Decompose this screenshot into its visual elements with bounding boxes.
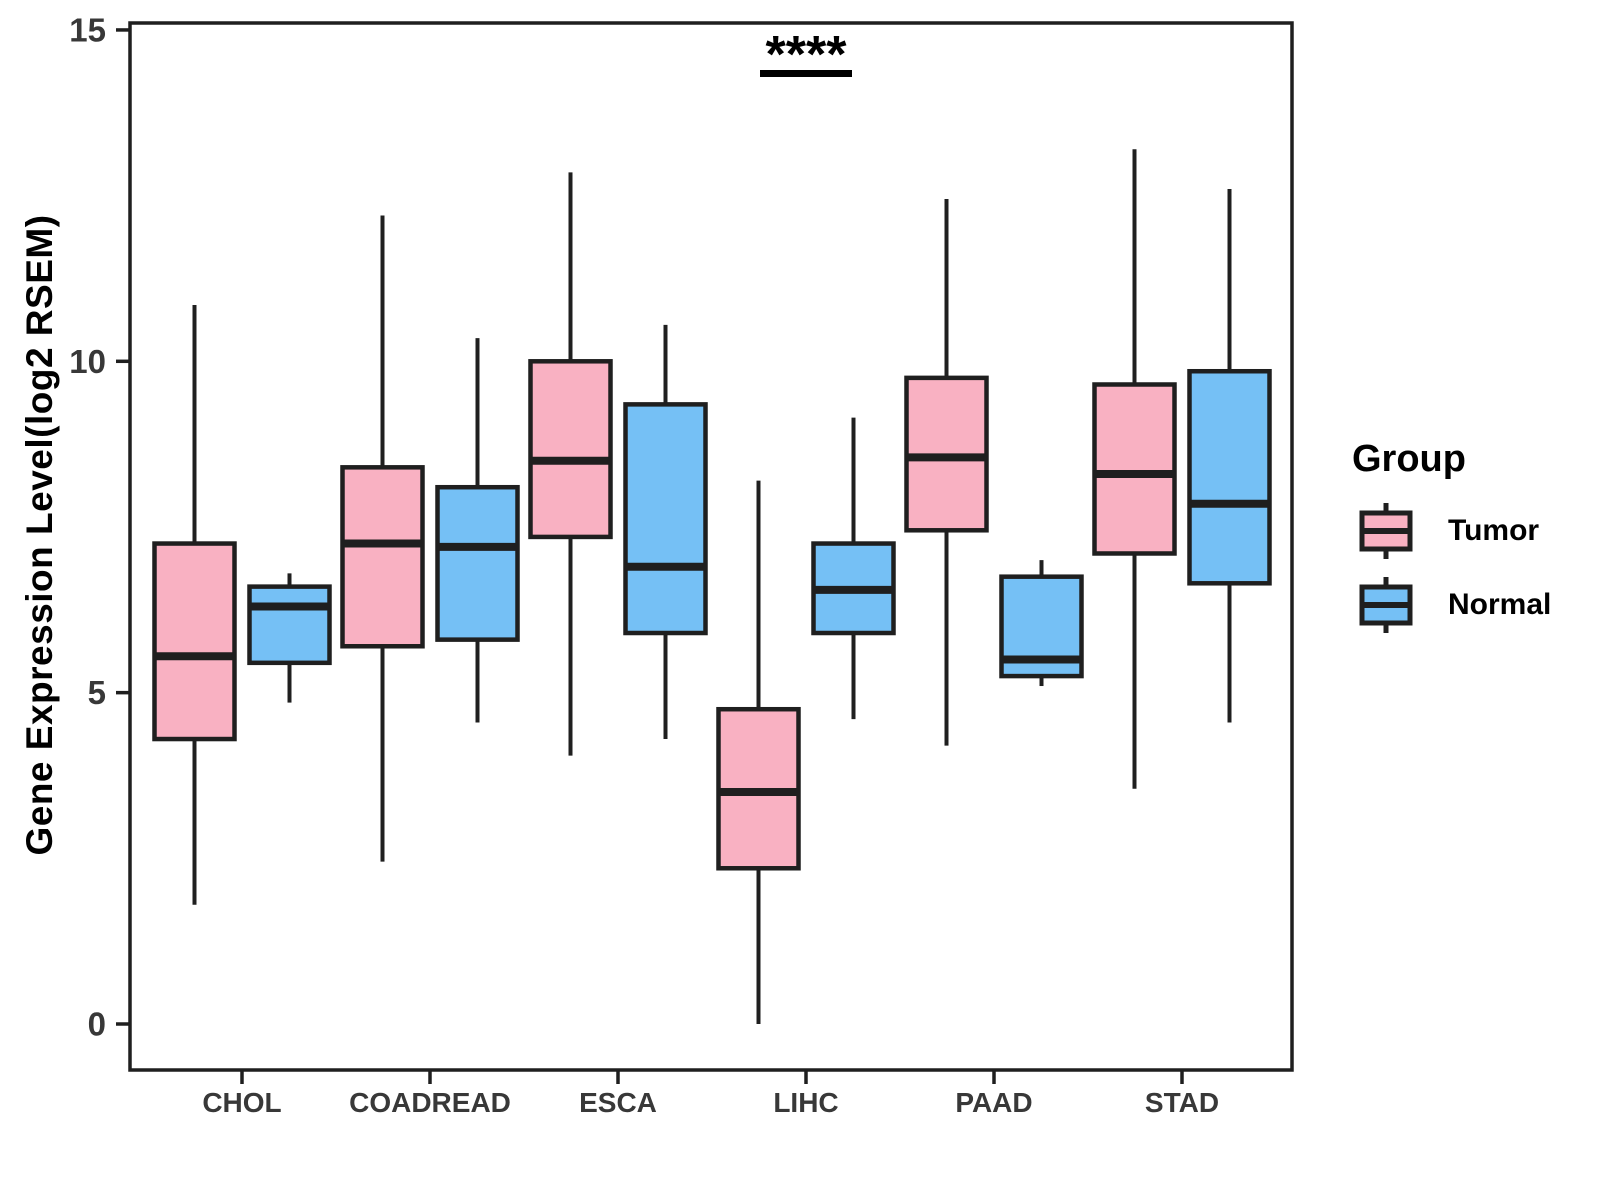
y-tick-label: 10 (69, 343, 106, 380)
x-tick-label-LIHC: LIHC (773, 1087, 838, 1118)
y-tick-label: 0 (88, 1006, 106, 1043)
x-tick-label-PAAD: PAAD (955, 1087, 1032, 1118)
legend-label-tumor: Tumor (1448, 514, 1540, 547)
boxplot-tumor-CHOL (152, 541, 237, 742)
panel-border (128, 21, 1294, 1072)
y-tick-label: 15 (69, 11, 106, 48)
normal-boxplot-icon (1359, 577, 1413, 633)
boxplot-normal-CHOL (247, 584, 332, 666)
legend-item-normal: Normal (1358, 577, 1588, 633)
significance-bar (760, 70, 852, 77)
legend: Group Tumor Normal (1328, 438, 1588, 651)
legend-label-normal: Normal (1448, 588, 1552, 621)
y-axis-title: Gene Expression Level(log2 RSEM) (19, 214, 60, 856)
boxplot-tumor-ESCA (528, 359, 613, 540)
x-tick-label-CHOL: CHOL (202, 1087, 281, 1118)
boxplot-normal-COADREAD (435, 484, 520, 642)
x-tick-label-STAD: STAD (1145, 1087, 1219, 1118)
legend-item-tumor: Tumor (1358, 503, 1588, 559)
tumor-boxplot-icon (1359, 503, 1413, 559)
boxplot-normal-STAD (1187, 368, 1272, 586)
legend-title: Group (1352, 438, 1466, 480)
y-tick-label: 5 (88, 674, 106, 711)
x-tick-label-COADREAD: COADREAD (349, 1087, 511, 1118)
boxplot-tumor-COADREAD (340, 465, 425, 649)
boxplot-tumor-STAD (1092, 382, 1177, 556)
x-tick-label-ESCA: ESCA (579, 1087, 657, 1118)
boxplot-normal-ESCA (623, 402, 708, 636)
